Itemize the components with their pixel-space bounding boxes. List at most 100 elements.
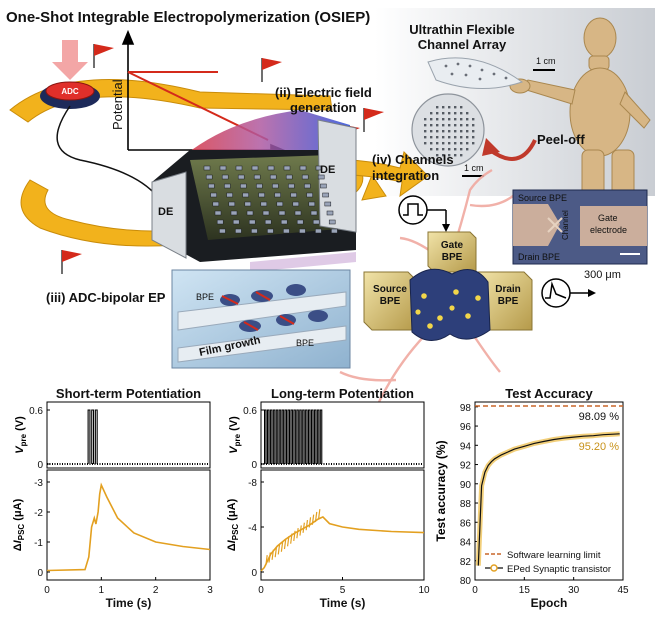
adc-button[interactable] <box>40 81 100 109</box>
pulse-panel-frame <box>46 401 211 469</box>
x-axis-label: Epoch <box>531 596 568 610</box>
wafer-cell <box>442 118 445 121</box>
array-electrode <box>312 219 320 225</box>
y-tick-label: 80 <box>460 576 472 587</box>
x-tick-label: 10 <box>418 585 430 596</box>
wafer-cell <box>436 118 439 121</box>
figure-title: One-Shot Integrable Electropolymerizatio… <box>6 9 370 26</box>
micro-scale-label: 300 μm <box>584 269 621 281</box>
step-ii-label-line2: generation <box>290 100 357 115</box>
array-electrode <box>274 192 281 198</box>
wafer-cell <box>442 124 445 127</box>
x-tick-label: 15 <box>519 585 531 596</box>
wafer-cell <box>424 136 427 139</box>
array-electrode <box>214 210 222 216</box>
wafer-cell <box>436 148 439 151</box>
pulse-input-icon <box>398 195 450 232</box>
legend-marker-transistor <box>490 564 498 572</box>
array-electrode <box>242 192 249 198</box>
wafer-cell <box>448 130 451 133</box>
array-electrode <box>294 210 302 216</box>
array-electrode <box>203 165 211 171</box>
x-tick-label: 0 <box>472 585 478 596</box>
wafer-cell <box>430 148 433 151</box>
x-tick-label: 30 <box>568 585 580 596</box>
array-electrode <box>301 174 309 180</box>
wafer-cell <box>460 148 463 151</box>
wafer-cell <box>436 112 439 115</box>
wafer-cell <box>448 112 451 115</box>
array-electrode <box>251 165 259 171</box>
array-electrode <box>278 210 286 216</box>
wafer-cell <box>448 136 451 139</box>
array-electrode <box>253 174 261 180</box>
flag <box>62 250 82 262</box>
y-tick-label: 86 <box>460 518 472 529</box>
source-bpe-label-line2: BPE <box>380 296 401 307</box>
wafer-cell <box>460 130 463 133</box>
wafer-cell <box>460 118 463 121</box>
array-electrode <box>232 219 240 225</box>
array-electrode <box>299 165 307 171</box>
array-electrode <box>260 201 268 207</box>
de-right-label: DE <box>320 164 335 176</box>
wafer-cell <box>424 118 427 121</box>
x-tick-label: 5 <box>340 585 346 596</box>
micro-source-label: Source BPE <box>518 193 567 203</box>
array-electrode <box>322 192 329 198</box>
array-electrode <box>288 183 295 189</box>
array-electrode <box>331 228 338 234</box>
inset-bpe-label-1: BPE <box>196 292 214 302</box>
current-panel-frame <box>260 469 425 581</box>
wafer-cell <box>442 154 445 157</box>
array-electrode <box>326 210 334 216</box>
array-electrode <box>208 183 215 189</box>
wafer-cell <box>424 130 427 133</box>
wafer-cell <box>460 154 463 157</box>
wafer-cell <box>436 136 439 139</box>
wafer-cell <box>448 124 451 127</box>
array-electrode <box>315 228 322 234</box>
wafer-cell <box>454 136 457 139</box>
array-electrode <box>276 201 284 207</box>
wafer-cell <box>436 124 439 127</box>
array-electrode <box>315 165 323 171</box>
x-tick-label: 3 <box>207 585 213 596</box>
y-tick-label: -2 <box>34 508 43 519</box>
current-trace <box>46 482 211 572</box>
step-iv-label: (iv) Channels <box>372 152 454 167</box>
electrode-array-dots <box>203 165 338 234</box>
y-tick-label: 0 <box>251 568 257 579</box>
array-electrode <box>328 219 336 225</box>
flag <box>364 108 384 120</box>
adc-button-label: ADC <box>61 87 79 96</box>
wafer-cell <box>424 124 427 127</box>
array-electrode <box>205 174 213 180</box>
y-axis-label: ΔIPSC (μA) <box>12 498 26 551</box>
array-electrode <box>235 228 242 234</box>
array-electrode <box>310 210 318 216</box>
array-electrode <box>256 183 263 189</box>
array-electrode <box>308 201 316 207</box>
array-electrode <box>251 228 258 234</box>
wafer-cell <box>430 118 433 121</box>
y-tick-label: 0 <box>37 568 43 579</box>
x-tick-label: 0 <box>258 585 264 596</box>
array-title-line2: Channel Array <box>418 37 507 52</box>
wafer-cell <box>454 148 457 151</box>
pulse-output-icon <box>541 278 596 308</box>
micro-gate-label: Gate <box>598 213 618 223</box>
y-tick-label: -8 <box>248 478 257 489</box>
wafer-cell <box>466 124 469 127</box>
wafer-cell <box>472 142 475 145</box>
array-electrode <box>221 174 229 180</box>
wafer-cell <box>472 130 475 133</box>
wafer-cell <box>448 154 451 157</box>
wafer-cell <box>442 136 445 139</box>
y-tick-label: 94 <box>460 441 472 452</box>
wafer-cell <box>442 148 445 151</box>
array-electrode <box>317 174 325 180</box>
y-tick-label: 84 <box>460 538 472 549</box>
inset-bpe-label-2: BPE <box>296 338 314 348</box>
wafer-cell <box>448 118 451 121</box>
